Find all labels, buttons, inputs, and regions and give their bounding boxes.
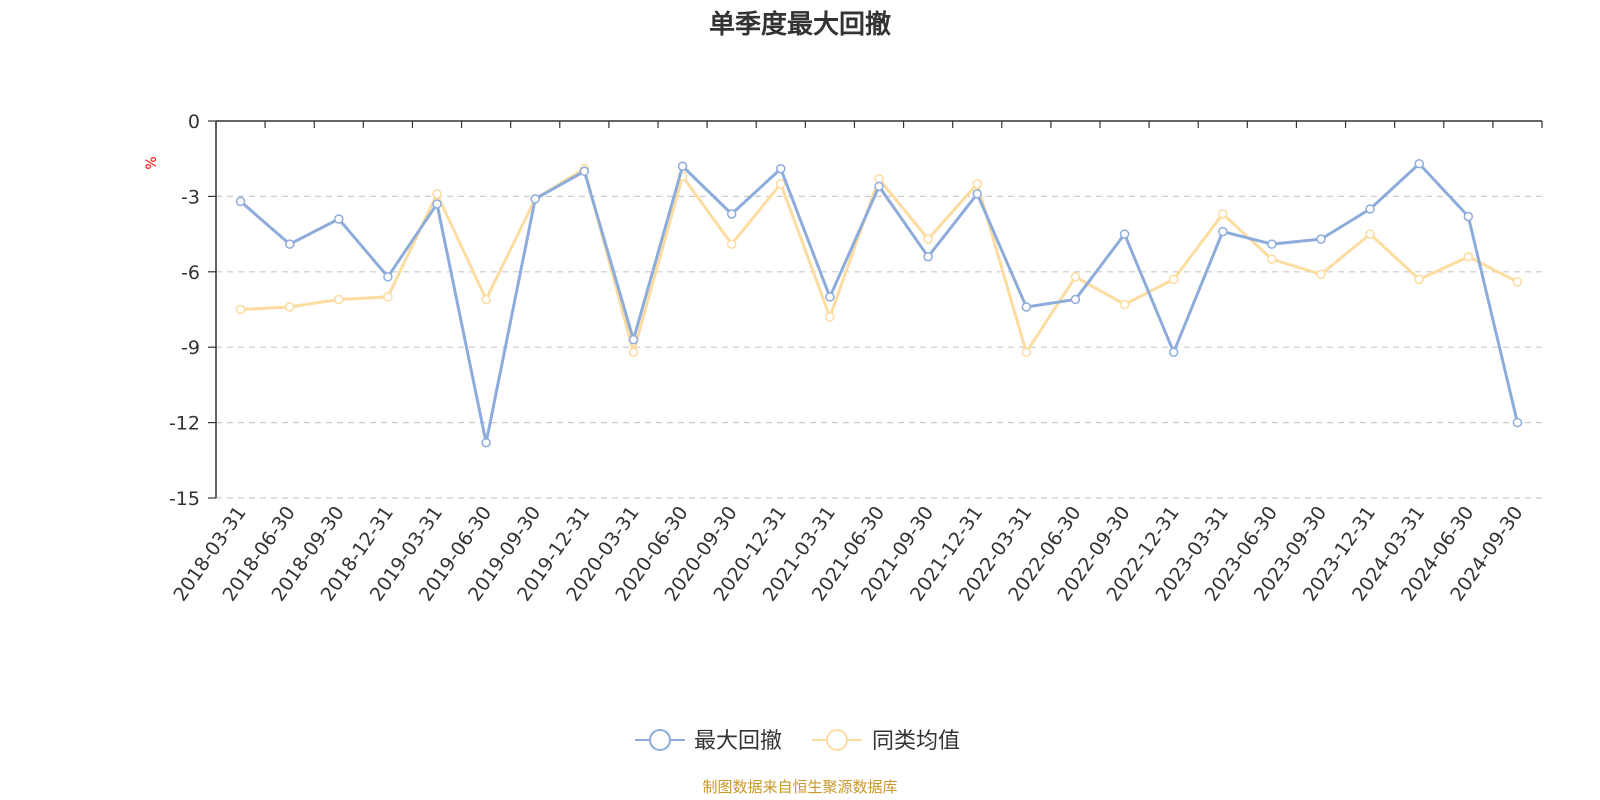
data-point[interactable] [1414,158,1424,169]
data-point[interactable] [1168,347,1179,357]
data-point[interactable] [923,234,933,244]
data-point[interactable] [1463,211,1474,222]
data-point[interactable] [432,189,442,199]
data-point[interactable] [481,437,491,448]
data-point[interactable] [383,292,393,302]
data-point[interactable] [1070,294,1081,305]
data-point[interactable] [1316,269,1326,280]
data-point[interactable] [1267,254,1277,264]
data-point[interactable] [1119,299,1130,310]
data-point[interactable] [1070,272,1081,282]
data-point[interactable] [1463,251,1474,262]
y-tick-label: -6 [181,262,200,284]
data-point[interactable] [726,209,737,219]
data-point[interactable] [481,294,491,305]
data-point[interactable] [628,347,639,357]
data-point[interactable] [284,239,295,249]
y-tick-label: 0 [188,111,200,133]
source-note: 制图数据来自恒生聚源数据库 [702,778,897,796]
data-point[interactable] [677,161,688,171]
data-point[interactable] [235,304,246,315]
axes: 0-3-6-9-12-152018-03-312018-06-302018-09… [169,111,1543,605]
data-point[interactable] [383,272,393,282]
data-point[interactable] [923,251,933,262]
series-1 [235,164,1523,357]
data-point[interactable] [825,312,835,322]
data-point[interactable] [1119,229,1130,239]
data-point[interactable] [1316,234,1326,244]
series-lines [235,158,1523,448]
data-point[interactable] [1267,239,1277,249]
data-point[interactable] [579,166,590,177]
y-tick-label: -3 [181,186,200,208]
data-point[interactable] [1168,274,1179,285]
data-point[interactable] [1021,302,1032,312]
data-point[interactable] [432,199,442,209]
data-point[interactable] [334,294,344,305]
data-point[interactable] [825,292,835,302]
data-point[interactable] [530,194,540,204]
data-point[interactable] [284,302,295,312]
data-point[interactable] [1218,226,1228,237]
data-point[interactable] [776,179,786,189]
chart-title: 单季度最大回撤 [709,9,891,40]
legend: 最大回撤 同类均值 [635,729,960,754]
data-point[interactable] [628,334,639,345]
data-point[interactable] [776,164,786,174]
legend-label-max-drawdown: 最大回撤 [694,729,782,754]
data-point[interactable] [1512,277,1523,287]
data-point[interactable] [1218,209,1228,219]
data-point[interactable] [1512,417,1523,428]
legend-label-peer-average: 同类均值 [872,729,960,754]
data-point[interactable] [235,196,246,207]
legend-item-max-drawdown[interactable]: 最大回撤 [635,729,782,754]
legend-marker-peer-average [826,729,848,751]
data-point[interactable] [972,189,982,199]
y-tick-label: -9 [181,337,200,359]
data-point[interactable] [1365,204,1375,214]
data-point[interactable] [334,214,344,224]
data-point[interactable] [1414,274,1424,285]
data-point[interactable] [874,181,884,192]
y-tick-label: -15 [169,488,200,510]
data-point[interactable] [1021,347,1032,357]
data-point[interactable] [972,179,982,189]
y-tick-label: -12 [169,413,200,435]
series-0 [235,158,1523,448]
data-point[interactable] [1365,229,1375,239]
data-point[interactable] [726,239,737,249]
legend-marker-max-drawdown [649,729,671,751]
legend-item-peer-average[interactable]: 同类均值 [812,729,960,754]
y-axis-unit: % [144,156,160,169]
